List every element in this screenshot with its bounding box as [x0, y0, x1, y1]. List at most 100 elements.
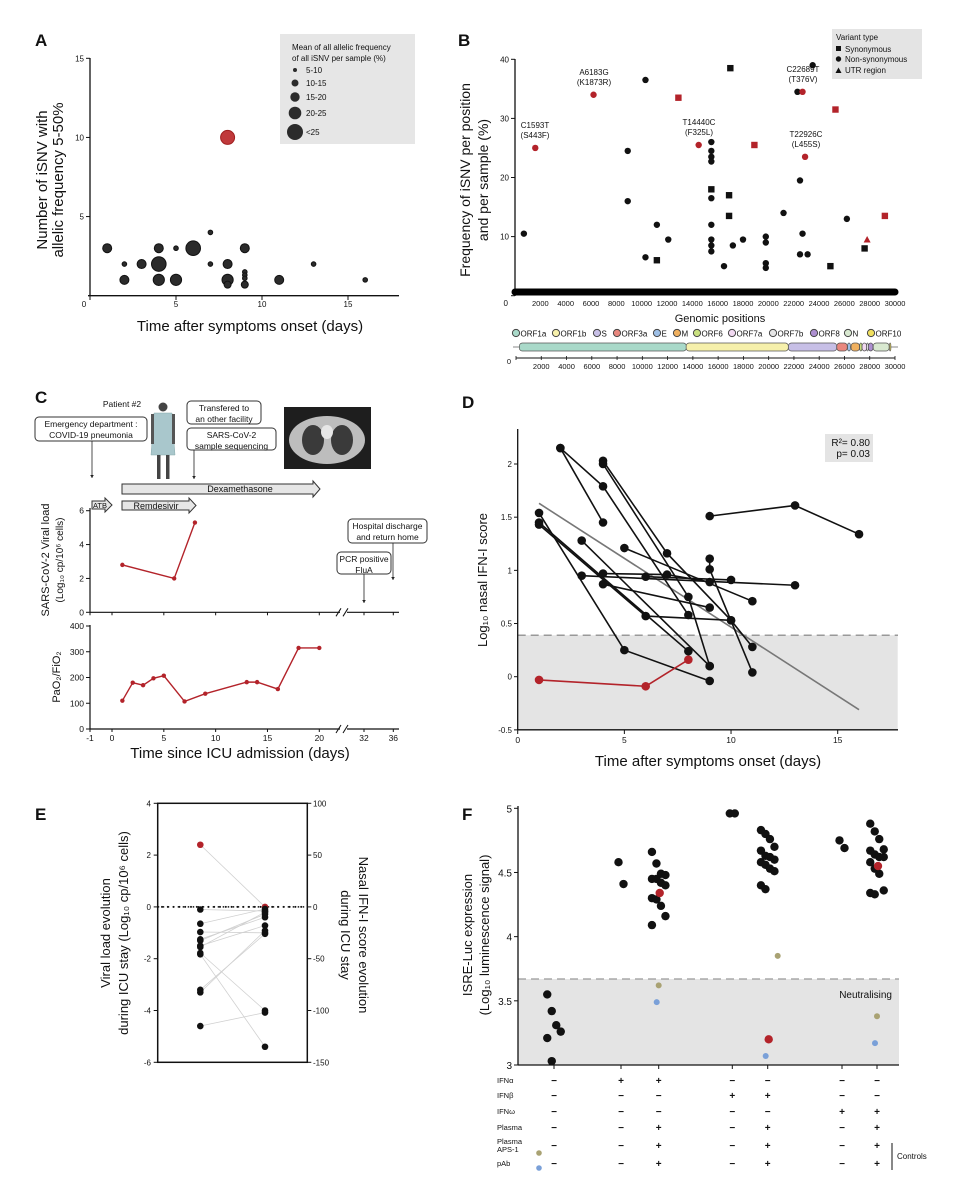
data-point [870, 827, 879, 836]
panel-label-B: B [458, 31, 470, 50]
gene-legend-label: ORF7b [778, 330, 804, 339]
mutation-annotation: (F325L) [685, 128, 713, 137]
x-tick-label: 15 [263, 733, 273, 743]
ifn-score-point [261, 927, 269, 935]
y-tick-label: 0 [504, 299, 509, 308]
data-point [748, 668, 757, 677]
condition-sign: + [874, 1141, 880, 1152]
arrow-head-icon [90, 475, 94, 478]
data-point [661, 881, 670, 890]
condition-sign: − [729, 1159, 735, 1170]
pair-link [200, 1012, 266, 1027]
viral-load-point [120, 562, 125, 568]
data-point [620, 645, 629, 655]
pao2-fio2-point [296, 645, 301, 651]
condition-sign: + [765, 1091, 771, 1102]
genome-tick-label: 30000 [885, 362, 906, 371]
data-point [770, 842, 779, 852]
ct-scan-image [284, 407, 371, 469]
x-axis-title: Time after symptoms onset (days) [595, 753, 821, 770]
condition-sign: − [551, 1091, 557, 1102]
panel-c-patient-timeline: Patient #2 Emergency department :COVID-19… [34, 399, 428, 762]
gene-legend-label: ORF1b [561, 330, 587, 339]
aps1-legend-marker [536, 1150, 542, 1156]
legend-marker [287, 124, 303, 140]
bubble [152, 273, 165, 286]
gown [150, 412, 176, 456]
y-tick-label: 20 [500, 174, 509, 183]
bubble [153, 243, 164, 254]
ct-lung-left [302, 425, 324, 455]
regression-line [538, 502, 860, 711]
gene-legend-marker [866, 328, 876, 338]
non-synonymous-point [729, 242, 737, 249]
data-point [879, 886, 888, 895]
patient-point [764, 1035, 773, 1044]
non-synonymous-point [708, 147, 715, 155]
condition-sign: + [874, 1159, 880, 1170]
y-tick-label-left: -4 [144, 1007, 152, 1016]
panel-label-D: D [462, 393, 474, 412]
y-tick-label: 2 [508, 460, 513, 469]
data-point [866, 819, 875, 828]
data-point [598, 579, 608, 589]
patient-synonymous-point [675, 94, 682, 101]
data-point [647, 847, 657, 857]
legend-title: Mean of all allelic frequency [292, 43, 391, 52]
leg [166, 455, 170, 479]
hospital-discharge-box [347, 518, 428, 544]
x-tick-label: 15 [833, 735, 843, 745]
viral-load-line [122, 522, 196, 580]
plot-frame [156, 802, 309, 1064]
pab-control-point [762, 1053, 769, 1060]
data-point [875, 869, 884, 878]
data-point [556, 443, 565, 453]
x-tick-label: 5 [174, 300, 179, 309]
bubble [207, 261, 214, 267]
data-point [879, 845, 888, 854]
synonymous-point [653, 257, 661, 264]
gene-legend-label: E [662, 330, 667, 339]
x-tick-label: 5 [161, 733, 166, 743]
gene-legend-label: N [853, 330, 859, 339]
zero-line-dot [172, 905, 175, 908]
patient-non-synonymous-point [799, 88, 806, 96]
gene-segment-ORF1b [685, 342, 789, 352]
gene-legend-marker [672, 328, 682, 338]
patient-trajectory [602, 583, 710, 609]
mutation-annotation: T22926C [790, 130, 823, 139]
zero-line-dot [248, 905, 250, 908]
hospital-discharge-box-text: and return home [356, 532, 419, 542]
data-point [598, 518, 608, 527]
patient-non-synonymous-point [695, 141, 702, 149]
zero-line-dot [161, 905, 163, 908]
condition-sign: − [551, 1159, 557, 1170]
pab-legend-marker [536, 1165, 542, 1171]
patient-point [873, 861, 883, 871]
y-tick-label: 0 [508, 673, 513, 682]
y-axis-title: Frequency of iSNV per position [457, 83, 473, 277]
arrow-head-icon [192, 476, 196, 479]
gene-legend-label: S [602, 330, 607, 339]
y-tick-label-right: 100 [313, 799, 327, 808]
y-tick-label: 4 [506, 933, 512, 944]
zero-line-dot [184, 905, 187, 908]
pao2-fio2-point [182, 699, 187, 704]
non-synonymous-point [665, 236, 672, 243]
pair-link [199, 954, 266, 1047]
highlighted-point [641, 681, 650, 691]
patient-utr-point [863, 236, 871, 243]
pao2-fio2-point [161, 673, 167, 678]
genome-tick-label: 4000 [558, 362, 575, 371]
atb-label: ATB [93, 501, 107, 510]
non-synonymous-point [809, 62, 816, 69]
condition-sign: − [656, 1091, 662, 1102]
data-point [835, 836, 844, 845]
non-synonymous-point [762, 259, 769, 267]
data-point [619, 879, 628, 889]
data-point [705, 603, 714, 612]
y-axis-title: Number of iSNV with [34, 110, 51, 249]
ifn-score-point [261, 922, 269, 929]
x-tick-label: 0 [515, 735, 520, 745]
